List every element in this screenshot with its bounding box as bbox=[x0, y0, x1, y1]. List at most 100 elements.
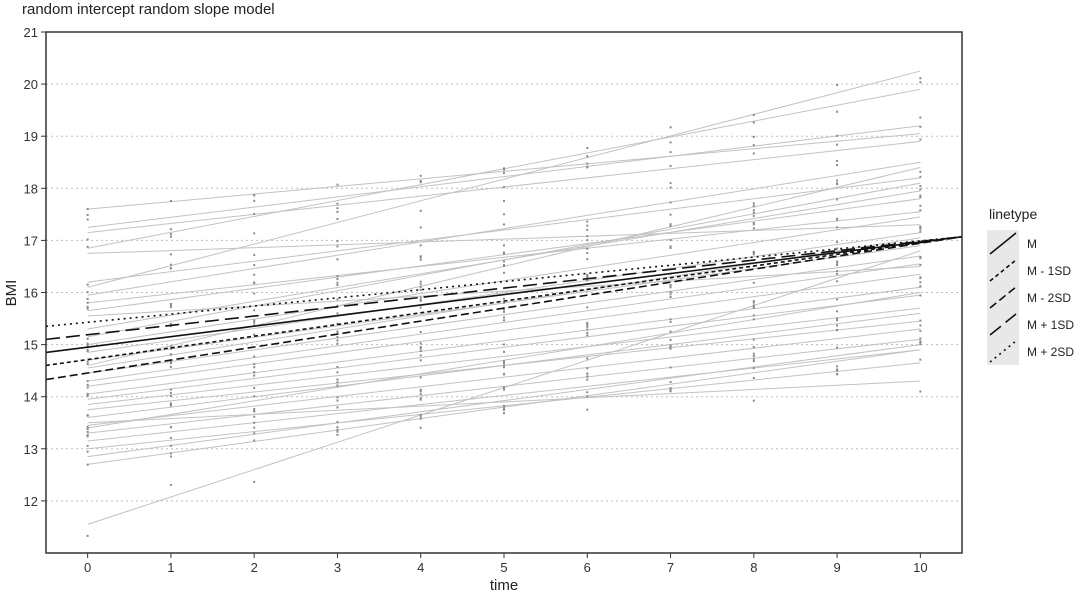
data-point bbox=[919, 138, 922, 141]
data-point bbox=[919, 225, 922, 228]
data-point bbox=[503, 223, 505, 226]
data-point bbox=[503, 263, 505, 266]
data-point bbox=[836, 373, 839, 376]
data-point bbox=[586, 378, 589, 381]
data-point bbox=[669, 213, 672, 216]
data-point bbox=[253, 426, 256, 429]
data-point bbox=[669, 286, 672, 289]
data-point bbox=[503, 167, 505, 170]
data-points bbox=[86, 77, 922, 537]
data-point bbox=[419, 258, 422, 261]
data-point bbox=[86, 297, 89, 300]
data-point bbox=[419, 296, 422, 299]
data-point bbox=[919, 125, 922, 128]
data-point bbox=[419, 415, 422, 418]
data-point bbox=[669, 224, 672, 227]
y-tick-label-19: 19 bbox=[24, 129, 38, 144]
data-point bbox=[86, 208, 89, 211]
data-point bbox=[586, 228, 589, 231]
y-tick-label-15: 15 bbox=[24, 338, 38, 353]
series-line-1 bbox=[45, 235, 963, 367]
data-point bbox=[86, 238, 89, 241]
legend-key-2 bbox=[987, 284, 1019, 311]
data-point bbox=[253, 363, 256, 366]
data-point bbox=[253, 232, 256, 235]
data-point bbox=[919, 337, 922, 340]
data-point bbox=[503, 360, 505, 363]
data-point bbox=[586, 408, 589, 411]
data-point bbox=[503, 408, 505, 411]
y-tick-label-13: 13 bbox=[24, 442, 38, 457]
data-point bbox=[669, 284, 672, 287]
data-point bbox=[586, 372, 589, 375]
data-point bbox=[669, 201, 672, 204]
data-point bbox=[419, 174, 422, 177]
data-point bbox=[419, 392, 422, 395]
data-point bbox=[752, 314, 755, 317]
data-point bbox=[836, 217, 839, 220]
data-point bbox=[752, 223, 755, 226]
data-point bbox=[419, 390, 422, 393]
data-point bbox=[419, 244, 422, 247]
individual-line-6 bbox=[87, 177, 921, 283]
series-line-2 bbox=[45, 235, 963, 381]
individual-line-29 bbox=[87, 380, 921, 424]
data-point bbox=[336, 183, 339, 186]
data-point bbox=[836, 159, 839, 162]
data-point bbox=[169, 455, 172, 458]
data-point bbox=[503, 372, 505, 375]
data-point bbox=[919, 209, 922, 212]
data-point bbox=[669, 330, 672, 333]
data-point bbox=[253, 439, 256, 442]
individual-line-4 bbox=[87, 70, 921, 288]
data-point bbox=[669, 223, 672, 226]
data-point bbox=[336, 433, 339, 436]
data-point bbox=[919, 257, 922, 260]
data-point bbox=[586, 391, 589, 394]
data-point bbox=[669, 318, 672, 321]
data-point bbox=[503, 316, 505, 319]
data-point bbox=[503, 172, 505, 175]
data-point bbox=[503, 244, 505, 247]
y-axis-label: BMI bbox=[3, 280, 20, 307]
data-point bbox=[336, 281, 339, 284]
data-point bbox=[586, 279, 589, 282]
data-point bbox=[419, 359, 422, 362]
data-point bbox=[253, 366, 256, 369]
data-point bbox=[253, 386, 256, 389]
data-point bbox=[503, 251, 505, 254]
y-tick-label-12: 12 bbox=[24, 494, 38, 509]
data-point bbox=[669, 390, 672, 393]
data-point bbox=[86, 394, 89, 397]
individual-line-12 bbox=[87, 216, 921, 346]
data-point bbox=[836, 324, 839, 327]
data-point bbox=[336, 420, 339, 423]
data-point bbox=[503, 168, 505, 171]
data-point bbox=[752, 227, 755, 230]
data-point bbox=[503, 260, 505, 263]
data-point bbox=[752, 345, 755, 348]
data-point bbox=[253, 319, 256, 322]
data-point bbox=[752, 202, 755, 205]
legend-key-4 bbox=[987, 338, 1019, 365]
data-point bbox=[169, 365, 172, 368]
data-point bbox=[752, 399, 755, 402]
individual-line-9 bbox=[87, 198, 921, 312]
data-point bbox=[669, 296, 672, 299]
data-point bbox=[169, 345, 172, 348]
data-point bbox=[336, 378, 339, 381]
data-point bbox=[419, 354, 422, 357]
data-point bbox=[752, 367, 755, 370]
data-point bbox=[836, 179, 839, 182]
data-point bbox=[836, 319, 839, 322]
individual-line-8 bbox=[87, 224, 921, 254]
data-point bbox=[419, 306, 422, 309]
data-point bbox=[919, 204, 922, 207]
data-point bbox=[419, 388, 422, 391]
data-point bbox=[669, 126, 672, 129]
individual-line-27 bbox=[87, 344, 921, 458]
data-point bbox=[336, 240, 339, 243]
data-point bbox=[836, 298, 839, 301]
individual-line-5 bbox=[87, 161, 921, 296]
legend-label-0: M bbox=[1027, 236, 1037, 251]
